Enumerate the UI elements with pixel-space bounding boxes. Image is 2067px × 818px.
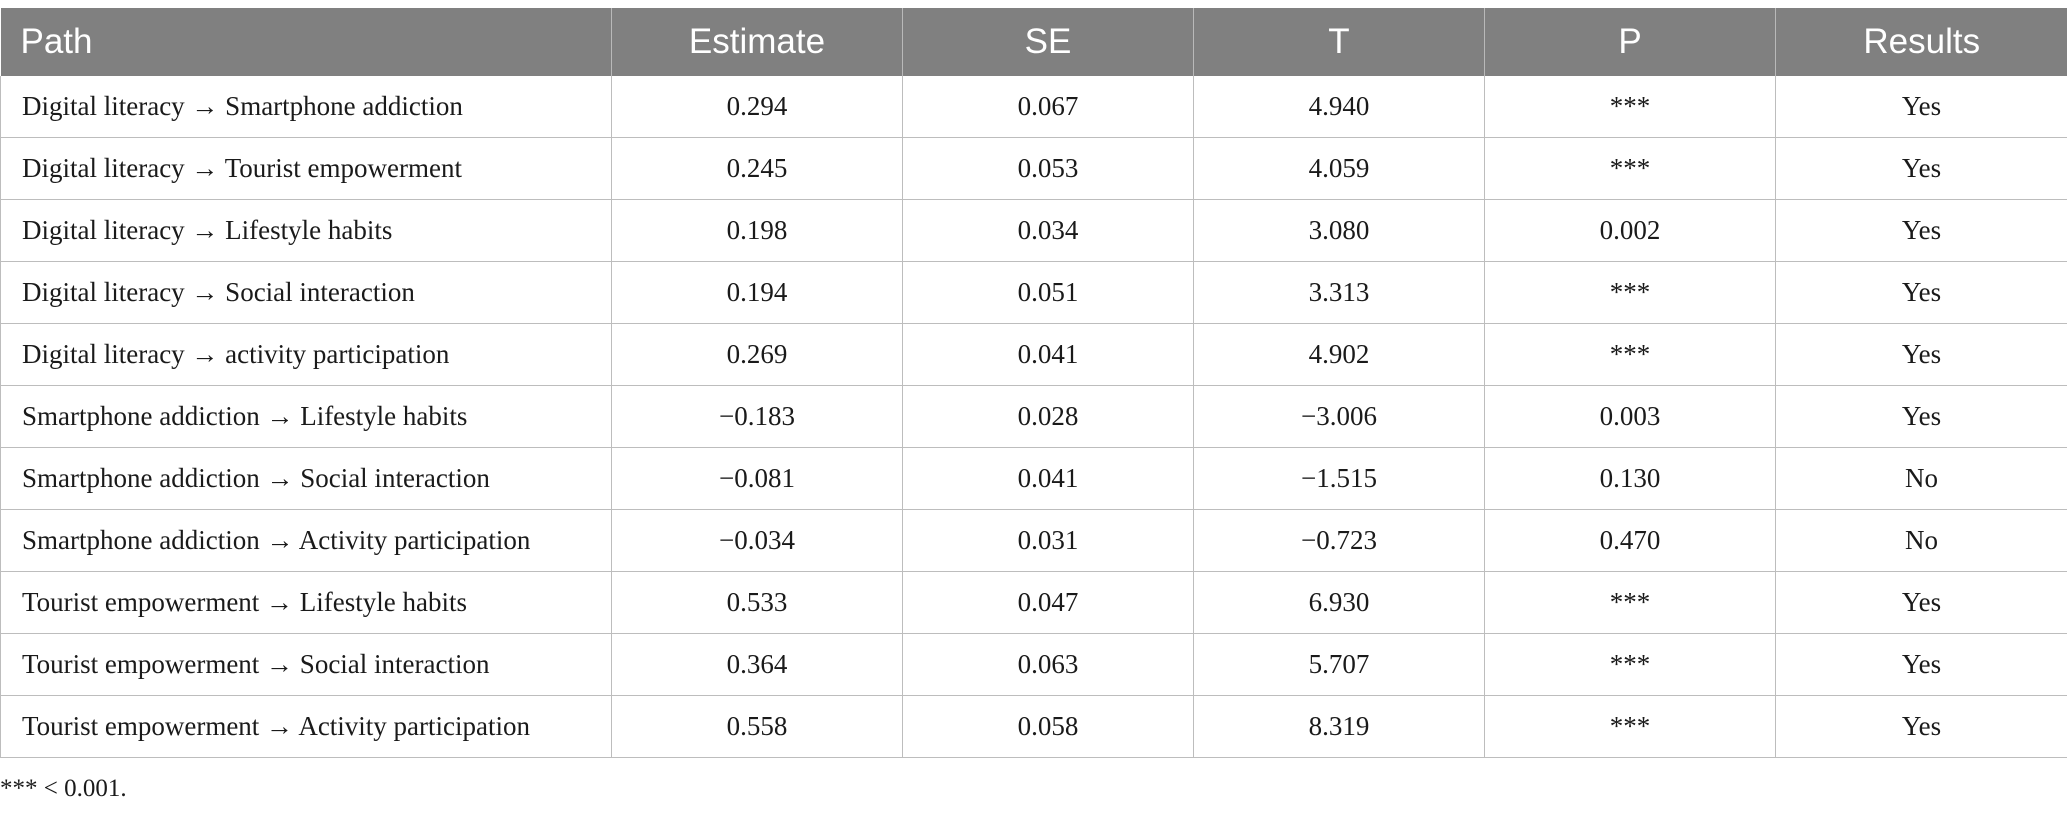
cell-estimate: 0.194 <box>611 261 903 324</box>
cell-path: Tourist empowerment → Social interaction <box>0 633 612 696</box>
cell-t: 5.707 <box>1193 633 1485 696</box>
table-row: Tourist empowerment → Social interaction… <box>0 633 2067 696</box>
table-header: Path Estimate SE T P Results <box>0 8 2067 76</box>
cell-path: Digital literacy → Lifestyle habits <box>0 199 612 262</box>
header-row: Path Estimate SE T P Results <box>0 8 2067 76</box>
cell-results: Yes <box>1775 261 2067 324</box>
cell-p: 0.003 <box>1484 385 1776 448</box>
cell-p: *** <box>1484 137 1776 200</box>
header-path: Path <box>0 8 612 76</box>
cell-t: 3.313 <box>1193 261 1485 324</box>
cell-t: 3.080 <box>1193 199 1485 262</box>
path-results-table: Path Estimate SE T P Results Digital lit… <box>0 8 2067 758</box>
cell-t: 8.319 <box>1193 695 1485 758</box>
cell-t: 4.059 <box>1193 137 1485 200</box>
table-footnote: *** < 0.001. <box>0 775 127 802</box>
cell-results: No <box>1775 447 2067 510</box>
cell-results: Yes <box>1775 137 2067 200</box>
table-row: Digital literacy → Smartphone addiction 0… <box>0 76 2067 138</box>
cell-results: Yes <box>1775 695 2067 758</box>
cell-p: *** <box>1484 633 1776 696</box>
cell-t: 4.902 <box>1193 323 1485 386</box>
cell-results: Yes <box>1775 76 2067 138</box>
cell-p: *** <box>1484 76 1776 138</box>
cell-t: 4.940 <box>1193 76 1485 138</box>
cell-p: *** <box>1484 261 1776 324</box>
cell-t: 6.930 <box>1193 571 1485 634</box>
path-results-table-container: Path Estimate SE T P Results Digital lit… <box>0 8 2067 758</box>
cell-estimate: −0.081 <box>611 447 903 510</box>
cell-estimate: −0.183 <box>611 385 903 448</box>
cell-se: 0.063 <box>902 633 1194 696</box>
cell-se: 0.034 <box>902 199 1194 262</box>
header-se: SE <box>902 8 1194 76</box>
cell-path: Smartphone addiction → Activity particip… <box>0 509 612 572</box>
cell-results: Yes <box>1775 199 2067 262</box>
cell-estimate: 0.198 <box>611 199 903 262</box>
table-row: Smartphone addiction → Activity particip… <box>0 509 2067 572</box>
cell-path: Digital literacy → activity participatio… <box>0 323 612 386</box>
cell-estimate: −0.034 <box>611 509 903 572</box>
cell-path: Digital literacy → Smartphone addiction <box>0 76 612 138</box>
cell-se: 0.041 <box>902 447 1194 510</box>
cell-results: Yes <box>1775 385 2067 448</box>
header-t: T <box>1193 8 1485 76</box>
cell-estimate: 0.533 <box>611 571 903 634</box>
table-row: Tourist empowerment → Activity participa… <box>0 695 2067 758</box>
cell-p: *** <box>1484 323 1776 386</box>
cell-se: 0.047 <box>902 571 1194 634</box>
cell-estimate: 0.245 <box>611 137 903 200</box>
table-row: Digital literacy → Lifestyle habits 0.198… <box>0 199 2067 262</box>
cell-se: 0.058 <box>902 695 1194 758</box>
cell-se: 0.028 <box>902 385 1194 448</box>
table-row: Digital literacy → Social interaction 0.1… <box>0 261 2067 324</box>
header-p: P <box>1484 8 1776 76</box>
table-row: Smartphone addiction → Lifestyle habits −… <box>0 385 2067 448</box>
cell-path: Smartphone addiction → Lifestyle habits <box>0 385 612 448</box>
cell-p: 0.130 <box>1484 447 1776 510</box>
cell-estimate: 0.294 <box>611 76 903 138</box>
table-row: Smartphone addiction → Social interactio… <box>0 447 2067 510</box>
cell-se: 0.067 <box>902 76 1194 138</box>
cell-p: *** <box>1484 571 1776 634</box>
cell-results: Yes <box>1775 323 2067 386</box>
cell-se: 0.053 <box>902 137 1194 200</box>
cell-se: 0.031 <box>902 509 1194 572</box>
header-results: Results <box>1775 8 2067 76</box>
cell-estimate: 0.558 <box>611 695 903 758</box>
cell-path: Digital literacy → Social interaction <box>0 261 612 324</box>
cell-results: Yes <box>1775 633 2067 696</box>
cell-path: Tourist empowerment → Activity participa… <box>0 695 612 758</box>
table-row: Digital literacy → Tourist empowerment 0.… <box>0 137 2067 200</box>
table-row: Digital literacy → activity participatio… <box>0 323 2067 386</box>
cell-path: Tourist empowerment → Lifestyle habits <box>0 571 612 634</box>
cell-estimate: 0.269 <box>611 323 903 386</box>
header-estimate: Estimate <box>611 8 903 76</box>
cell-p: 0.470 <box>1484 509 1776 572</box>
cell-path: Digital literacy → Tourist empowerment <box>0 137 612 200</box>
table-row: Tourist empowerment → Lifestyle habits 0.… <box>0 571 2067 634</box>
cell-results: No <box>1775 509 2067 572</box>
cell-results: Yes <box>1775 571 2067 634</box>
cell-estimate: 0.364 <box>611 633 903 696</box>
cell-p: *** <box>1484 695 1776 758</box>
cell-t: −1.515 <box>1193 447 1485 510</box>
cell-t: −3.006 <box>1193 385 1485 448</box>
cell-path: Smartphone addiction → Social interactio… <box>0 447 612 510</box>
cell-se: 0.041 <box>902 323 1194 386</box>
table-body: Digital literacy → Smartphone addiction 0… <box>0 76 2067 758</box>
cell-t: −0.723 <box>1193 509 1485 572</box>
cell-se: 0.051 <box>902 261 1194 324</box>
cell-p: 0.002 <box>1484 199 1776 262</box>
